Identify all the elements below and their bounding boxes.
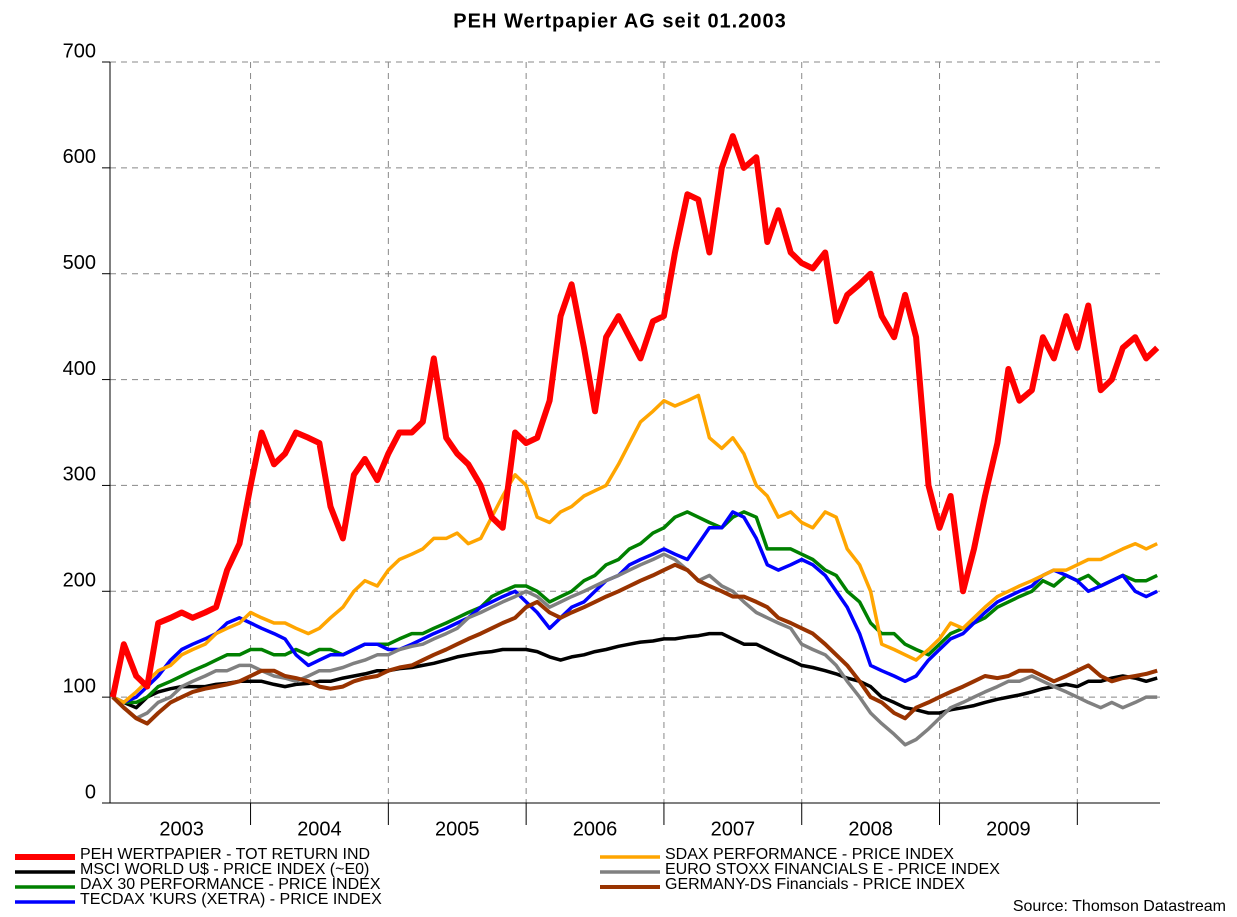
series-line xyxy=(109,133,1160,698)
chart-title: PEH Wertpapier AG seit 01.2003 xyxy=(453,10,786,32)
y-tick-label: 200 xyxy=(63,570,96,592)
series-line xyxy=(112,510,1158,705)
series-line xyxy=(111,552,1158,747)
series-line xyxy=(112,631,1158,715)
series-line xyxy=(112,393,1158,705)
x-tick-label: 2003 xyxy=(159,818,204,840)
series-line xyxy=(112,510,1158,705)
y-tick-label: 100 xyxy=(63,675,96,697)
legend-label: DAX 30 PERFORMANCE - PRICE INDEX xyxy=(80,876,381,893)
legend-label: EURO STOXX FINANCIALS E - PRICE INDEX xyxy=(665,861,1000,878)
y-tick-label: 400 xyxy=(63,358,96,380)
x-tick-label: 2005 xyxy=(435,818,480,840)
x-tick-label: 2008 xyxy=(848,818,893,840)
y-tick-label: 300 xyxy=(63,464,96,486)
y-tick-label: 500 xyxy=(63,252,96,274)
y-tick-label: 600 xyxy=(63,146,96,168)
legend-label: GERMANY-DS Financials - PRICE INDEX xyxy=(665,876,965,893)
legend-label: SDAX PERFORMANCE - PRICE INDEX xyxy=(665,846,954,863)
legend-label: MSCI WORLD U$ - PRICE INDEX (~E0) xyxy=(80,861,369,878)
y-tick-label: 700 xyxy=(63,40,96,62)
legend-label: TECDAX 'KURS (XETRA) - PRICE INDEX xyxy=(80,891,382,908)
series-line xyxy=(111,562,1158,726)
x-tick-label: 2007 xyxy=(711,818,756,840)
legend-label: PEH WERTPAPIER - TOT RETURN IND xyxy=(80,846,370,863)
y-tick-label: 0 xyxy=(85,781,96,803)
x-tick-label: 2004 xyxy=(297,818,342,840)
x-tick-label: 2006 xyxy=(573,818,618,840)
x-tick-label: 2009 xyxy=(986,818,1031,840)
source: Source: Thomson Datastream xyxy=(1013,898,1226,915)
